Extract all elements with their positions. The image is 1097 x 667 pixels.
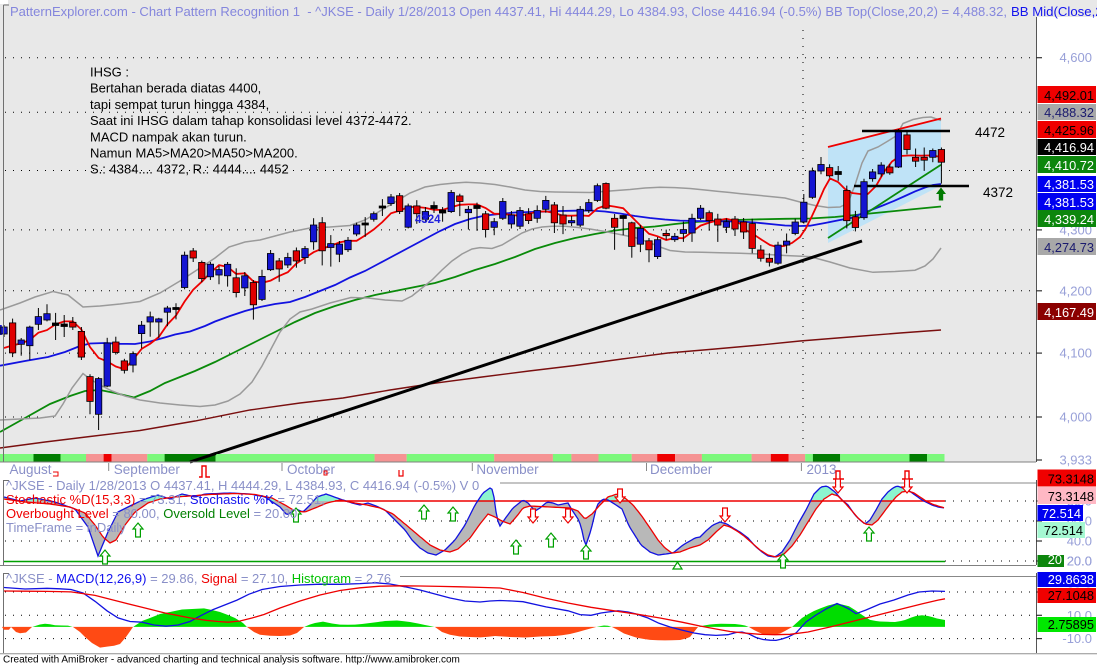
- svg-text:20.0: 20.0: [1067, 554, 1092, 569]
- svg-text:29.8638: 29.8638: [1048, 572, 1094, 587]
- svg-text:73.3148: 73.3148: [1048, 489, 1094, 504]
- svg-text:Stochastic %D(15,3,3) = 73.31,: Stochastic %D(15,3,3) = 73.31, Stochasti…: [6, 492, 325, 507]
- svg-text:S.: 4384.... 4372, R.: 4444...: S.: 4384.... 4372, R.: 4444.... 4452: [90, 162, 289, 177]
- svg-text:4,492.01: 4,492.01: [1044, 88, 1094, 103]
- svg-text:4,381.53: 4,381.53: [1044, 195, 1094, 210]
- svg-text:-10.0: -10.0: [1062, 631, 1092, 646]
- svg-text:4,410.72: 4,410.72: [1044, 158, 1094, 173]
- svg-text:^JKSE - Daily 1/28/2013 O 4437: ^JKSE - Daily 1/28/2013 O 4437.41, H 444…: [6, 478, 479, 493]
- svg-text:4,167.49: 4,167.49: [1044, 305, 1094, 320]
- svg-text:4,339.24: 4,339.24: [1044, 212, 1094, 227]
- svg-text:4,425.96: 4,425.96: [1044, 123, 1094, 138]
- svg-text:November: November: [476, 462, 539, 477]
- svg-text:27.1048: 27.1048: [1048, 588, 1094, 603]
- svg-text:73.3148: 73.3148: [1048, 471, 1094, 486]
- svg-text:October: October: [287, 462, 336, 477]
- svg-text:72.514: 72.514: [1042, 506, 1081, 521]
- svg-text:Bertahan berada diatas 4400,: Bertahan berada diatas 4400,: [90, 81, 261, 96]
- svg-text:4,600: 4,600: [1059, 50, 1092, 65]
- svg-text:Overbought Level = 80.00, Over: Overbought Level = 80.00, Oversold Level…: [6, 506, 297, 521]
- svg-text:Namun MA5>MA20>MA50>MA200.: Namun MA5>MA20>MA50>MA200.: [90, 146, 298, 161]
- svg-text:4,416.94: 4,416.94: [1044, 140, 1094, 155]
- svg-text:4,381.53: 4,381.53: [1044, 177, 1094, 192]
- svg-text:4,274.73: 4,274.73: [1044, 240, 1094, 255]
- svg-text:September: September: [114, 462, 181, 477]
- svg-text:4,100: 4,100: [1059, 346, 1092, 361]
- svg-text:PatternExplorer.com - Chart Pa: PatternExplorer.com - Chart Pattern Reco…: [10, 4, 1007, 19]
- svg-text:Saat ini IHSG dalam tahap kons: Saat ini IHSG dalam tahap konsolidasi le…: [90, 113, 412, 128]
- svg-text:2.75895: 2.75895: [1048, 617, 1094, 632]
- svg-text:Created with AmiBroker - advan: Created with AmiBroker - advanced charti…: [3, 655, 460, 666]
- svg-text:72.514: 72.514: [1044, 523, 1083, 538]
- svg-text:BB Mid(Close,20) = 4,410.7: BB Mid(Close,20) = 4,410.7: [1011, 4, 1097, 19]
- svg-text:4,000: 4,000: [1059, 410, 1092, 425]
- svg-text:20.0: 20.0: [1067, 554, 1092, 569]
- svg-text:tapi sempat turun hingga 4384,: tapi sempat turun hingga 4384,: [90, 97, 269, 112]
- svg-text:2013: 2013: [807, 462, 837, 477]
- svg-text:December: December: [650, 462, 713, 477]
- svg-text:4472: 4472: [975, 125, 1005, 140]
- svg-text:TimeFrame = inDaily: TimeFrame = inDaily: [6, 520, 126, 535]
- svg-text:4,488.32: 4,488.32: [1044, 105, 1094, 120]
- svg-text:4372: 4372: [983, 185, 1013, 200]
- svg-text:20: 20: [1048, 552, 1062, 567]
- svg-text:IHSG :: IHSG :: [90, 65, 129, 80]
- svg-text:4324: 4324: [415, 214, 441, 226]
- svg-text:MACD nampak akan turun.: MACD nampak akan turun.: [90, 129, 247, 144]
- svg-text:4,200: 4,200: [1059, 283, 1092, 298]
- svg-text:3,933: 3,933: [1059, 453, 1092, 468]
- svg-text:August: August: [10, 462, 52, 477]
- svg-text:^JKSE - MACD(12,26,9) = 29.86,: ^JKSE - MACD(12,26,9) = 29.86, Signal = …: [6, 571, 391, 586]
